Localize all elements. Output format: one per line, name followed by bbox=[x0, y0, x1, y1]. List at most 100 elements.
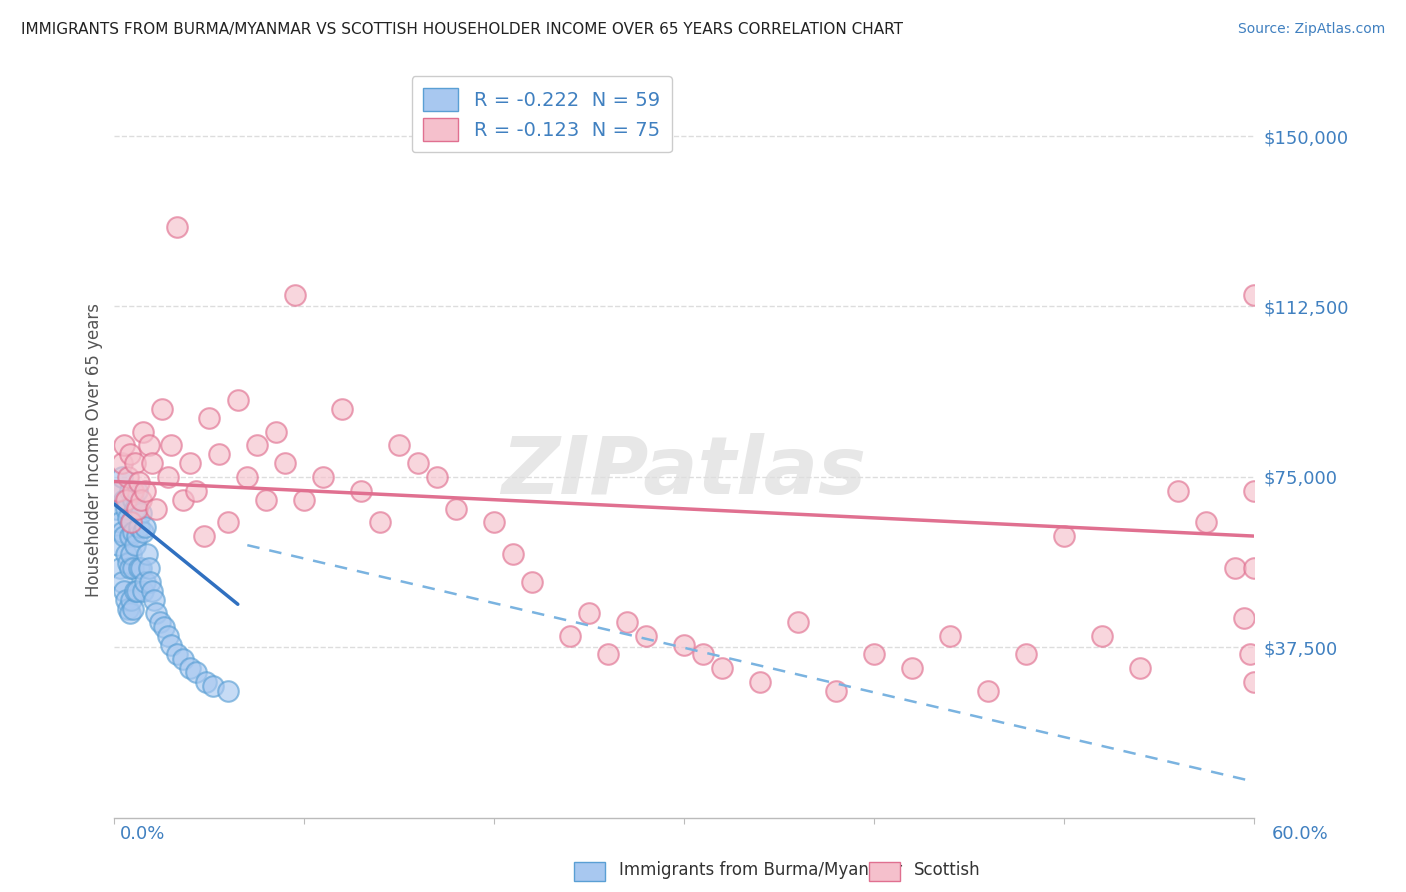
Point bbox=[112, 492, 135, 507]
Point bbox=[129, 492, 152, 507]
Y-axis label: Householder Income Over 65 years: Householder Income Over 65 years bbox=[86, 302, 103, 597]
Point bbox=[634, 629, 657, 643]
Point bbox=[132, 425, 155, 439]
Point bbox=[118, 529, 141, 543]
Point bbox=[118, 447, 141, 461]
Point bbox=[692, 647, 714, 661]
Point bbox=[134, 574, 156, 589]
Point bbox=[134, 520, 156, 534]
Point bbox=[112, 583, 135, 598]
Point bbox=[108, 516, 131, 530]
Point bbox=[388, 438, 411, 452]
Point bbox=[1239, 647, 1261, 661]
Point bbox=[114, 501, 136, 516]
Point bbox=[114, 592, 136, 607]
Point bbox=[111, 524, 134, 539]
Point bbox=[138, 561, 160, 575]
Point bbox=[284, 288, 307, 302]
Text: Immigrants from Burma/Myanmar: Immigrants from Burma/Myanmar bbox=[619, 861, 901, 879]
Point bbox=[1243, 288, 1265, 302]
Point bbox=[111, 574, 134, 589]
Point bbox=[1091, 629, 1114, 643]
Point bbox=[128, 520, 150, 534]
Point bbox=[502, 547, 524, 561]
Point bbox=[160, 438, 183, 452]
Point bbox=[179, 456, 201, 470]
Point bbox=[596, 647, 619, 661]
Point bbox=[122, 524, 145, 539]
Point bbox=[1053, 529, 1076, 543]
Point bbox=[254, 492, 277, 507]
Point bbox=[114, 547, 136, 561]
Point bbox=[118, 483, 141, 498]
Point bbox=[124, 583, 146, 598]
Point bbox=[134, 483, 156, 498]
Point bbox=[172, 652, 194, 666]
Point bbox=[127, 583, 149, 598]
Point bbox=[143, 592, 166, 607]
Text: Scottish: Scottish bbox=[914, 861, 980, 879]
Point bbox=[145, 501, 167, 516]
Point bbox=[124, 501, 146, 516]
Point bbox=[330, 401, 353, 416]
Point bbox=[149, 615, 172, 630]
Point bbox=[246, 438, 269, 452]
Point bbox=[160, 638, 183, 652]
Point bbox=[184, 665, 207, 680]
Point bbox=[145, 607, 167, 621]
Point bbox=[111, 456, 134, 470]
Point bbox=[558, 629, 581, 643]
Point bbox=[141, 456, 163, 470]
Point bbox=[194, 674, 217, 689]
Point bbox=[122, 492, 145, 507]
Point bbox=[128, 561, 150, 575]
Point bbox=[132, 583, 155, 598]
Point bbox=[127, 501, 149, 516]
Point bbox=[108, 561, 131, 575]
Point bbox=[672, 638, 695, 652]
Point bbox=[121, 547, 143, 561]
Point bbox=[1243, 561, 1265, 575]
Point bbox=[1195, 516, 1218, 530]
Point bbox=[124, 456, 146, 470]
Point bbox=[825, 683, 848, 698]
Point bbox=[787, 615, 810, 630]
Point bbox=[118, 607, 141, 621]
Point bbox=[193, 529, 215, 543]
Point bbox=[1129, 661, 1152, 675]
Point bbox=[114, 492, 136, 507]
Point bbox=[150, 401, 173, 416]
Point bbox=[202, 679, 225, 693]
Point bbox=[217, 683, 239, 698]
Point bbox=[112, 438, 135, 452]
Legend: R = -0.222  N = 59, R = -0.123  N = 75: R = -0.222 N = 59, R = -0.123 N = 75 bbox=[412, 77, 672, 153]
Point bbox=[444, 501, 467, 516]
Point bbox=[107, 483, 129, 498]
Point bbox=[156, 629, 179, 643]
Point bbox=[166, 219, 188, 234]
Point bbox=[124, 538, 146, 552]
Point bbox=[121, 516, 143, 530]
Point bbox=[1243, 483, 1265, 498]
Text: IMMIGRANTS FROM BURMA/MYANMAR VS SCOTTISH HOUSEHOLDER INCOME OVER 65 YEARS CORRE: IMMIGRANTS FROM BURMA/MYANMAR VS SCOTTIS… bbox=[21, 22, 903, 37]
Point bbox=[135, 547, 157, 561]
Point bbox=[117, 557, 139, 571]
Point bbox=[141, 583, 163, 598]
Point bbox=[156, 470, 179, 484]
Point bbox=[901, 661, 924, 675]
Point bbox=[1167, 483, 1189, 498]
Text: 0.0%: 0.0% bbox=[120, 825, 165, 843]
Point bbox=[121, 516, 143, 530]
Point bbox=[977, 683, 1000, 698]
Point bbox=[1223, 561, 1246, 575]
Point bbox=[482, 516, 505, 530]
Point bbox=[863, 647, 886, 661]
Point bbox=[578, 607, 600, 621]
Point bbox=[1015, 647, 1038, 661]
Point bbox=[127, 529, 149, 543]
Point bbox=[122, 483, 145, 498]
Point bbox=[129, 561, 152, 575]
Point bbox=[105, 501, 128, 516]
Point bbox=[166, 647, 188, 661]
Point bbox=[121, 592, 143, 607]
